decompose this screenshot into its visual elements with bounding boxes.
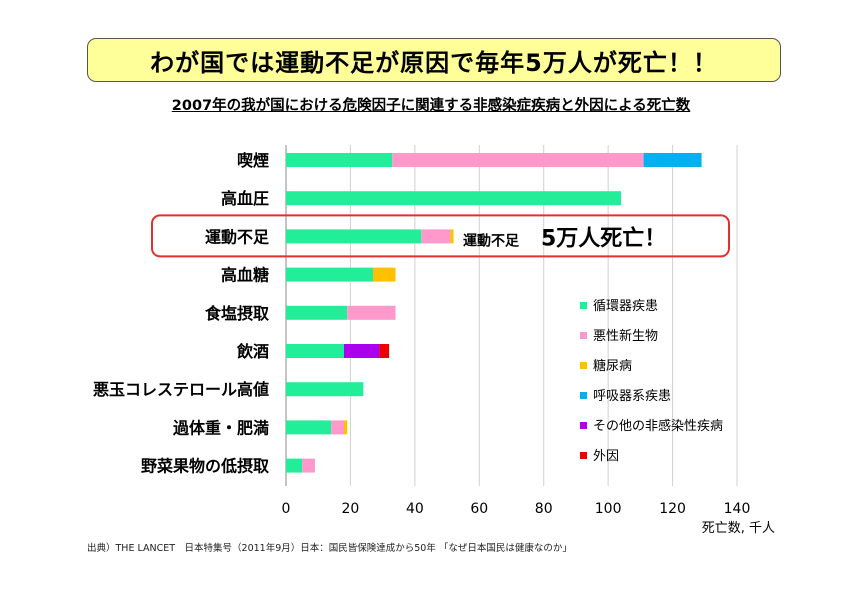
legend-label: 循環器疾患: [593, 299, 658, 314]
bar-segment: [286, 153, 393, 167]
bar-segment: [450, 229, 454, 244]
category-labels: 喫煙高血圧運動不足高血糖食塩摂取飲酒悪玉コレステロール高値過体重・肥満野菜果物の…: [93, 151, 270, 476]
bar-segment: [286, 267, 373, 282]
legend-swatch: [580, 332, 587, 339]
x-tick-label: 0: [282, 501, 291, 517]
x-tick-label: 100: [595, 501, 622, 517]
category-label: 悪玉コレステロール高値: [93, 380, 269, 399]
x-tick-label: 60: [470, 501, 488, 517]
category-label: 喫煙: [237, 151, 269, 170]
highlight-small-label: 運動不足: [463, 232, 520, 249]
headline-banner: わが国では運動不足が原因で毎年5万人が死亡！！: [87, 38, 781, 82]
chart-title: 2007年の我が国における危険因子に関連する非感染症疾病と外因による死亡数: [171, 98, 691, 114]
bar-segment: [286, 229, 422, 244]
x-axis-label: 死亡数, 千人: [702, 521, 775, 536]
legend-swatch: [580, 302, 587, 309]
bar-segment: [379, 344, 390, 358]
highlight-big-label: 5万人死亡！: [541, 225, 666, 251]
legend-swatch: [580, 452, 587, 459]
bar-segment: [286, 344, 344, 358]
x-tick-label: 20: [342, 501, 360, 517]
category-label: 飲酒: [236, 342, 269, 361]
x-tick-label: 80: [535, 501, 553, 517]
bar-segment: [286, 305, 348, 320]
legend-swatch: [580, 362, 587, 369]
bar-segment: [643, 153, 702, 167]
legend-label: 呼吸器系疾患: [593, 389, 671, 404]
chart-bars: [286, 153, 702, 473]
legend-label: 悪性新生物: [593, 328, 658, 344]
legend-label: その他の非感染性疾病: [593, 418, 723, 434]
bar-segment: [302, 458, 315, 473]
category-label: 運動不足: [205, 227, 270, 246]
category-label: 野菜果物の低摂取: [141, 457, 269, 476]
bar-segment: [343, 420, 348, 435]
category-label: 食塩摂取: [204, 304, 269, 323]
bar-segment: [421, 229, 451, 244]
bar-segment: [372, 267, 396, 282]
x-tick-label: 120: [659, 501, 686, 517]
bar-segment: [286, 382, 364, 397]
bar-segment: [343, 344, 380, 358]
x-tick-labels: 0 20 40 60 80 100 120 140: [282, 501, 751, 517]
bar-segment: [286, 420, 332, 435]
category-label: 過体重・肥満: [172, 418, 269, 437]
category-label: 高血糖: [221, 266, 269, 285]
bar-segment: [286, 458, 303, 473]
bar-segment: [286, 191, 622, 206]
legend-label: 外因: [593, 449, 619, 464]
bar-segment: [347, 305, 396, 320]
highlight-box: [151, 214, 730, 258]
x-tick-label: 140: [724, 501, 751, 517]
legend-label: 糖尿病: [593, 358, 632, 374]
headline-text: わが国では運動不足が原因で毎年5万人が死亡！！: [150, 48, 718, 77]
highlight-annotation: 運動不足 5万人死亡！: [151, 214, 730, 258]
category-label: 高血圧: [221, 189, 269, 208]
legend-swatch: [580, 392, 587, 399]
x-tick-label: 40: [406, 501, 424, 517]
bar-segment: [331, 420, 344, 435]
source-note: 出典）THE LANCET 日本特集号（2011年9月）日本：国民皆保険達成から…: [87, 543, 572, 554]
legend-swatch: [580, 422, 587, 429]
bar-segment: [392, 153, 644, 167]
